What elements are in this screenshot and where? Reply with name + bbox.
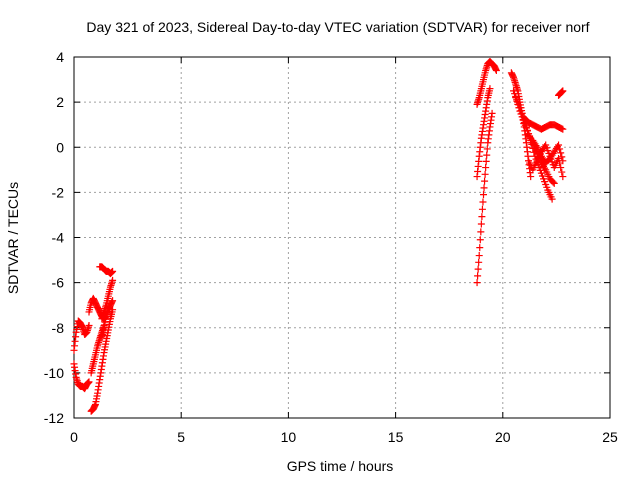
data-point — [550, 179, 558, 187]
data-point — [532, 142, 540, 150]
data-point — [109, 267, 117, 275]
data-point — [555, 141, 563, 149]
x-axis-label: GPS time / hours — [287, 458, 394, 474]
data-point — [559, 157, 567, 165]
y-tick-label: -6 — [52, 275, 65, 291]
y-tick-label: -8 — [52, 320, 65, 336]
y-tick-label: -2 — [52, 184, 65, 200]
data-point — [85, 321, 93, 329]
data-point — [481, 170, 489, 178]
data-point — [473, 279, 481, 287]
data-point — [557, 164, 565, 172]
data-point — [558, 168, 566, 176]
data-point — [556, 145, 564, 153]
data-point — [515, 104, 523, 112]
data-point — [549, 178, 557, 186]
data-series-morning-track-a — [70, 317, 93, 354]
x-tick-label: 20 — [495, 429, 511, 445]
data-series-evening-mid-f — [529, 136, 567, 167]
data-series-evening-end — [555, 87, 567, 99]
data-point — [527, 173, 535, 181]
grid-lines — [74, 57, 610, 418]
data-point — [475, 258, 483, 266]
x-tick-label: 25 — [602, 429, 618, 445]
data-point — [477, 228, 485, 236]
data-point — [512, 94, 520, 102]
data-point — [488, 109, 496, 117]
data-point — [475, 252, 483, 260]
data-point — [541, 164, 549, 172]
data-point — [481, 177, 489, 185]
y-tick-label: 2 — [56, 94, 64, 110]
data-point — [558, 153, 566, 161]
data-point — [482, 164, 490, 172]
y-tick-label: 4 — [56, 49, 64, 65]
data-point — [474, 265, 482, 273]
data-point — [548, 195, 556, 203]
data-series-morning-track-h — [98, 297, 117, 341]
data-series-evening-rise-b — [473, 85, 494, 181]
x-tick-label: 5 — [177, 429, 185, 445]
y-tick-label: -10 — [44, 365, 64, 381]
data-point — [477, 220, 485, 228]
data-point — [109, 276, 117, 284]
data-point — [559, 173, 567, 181]
data-point — [85, 378, 93, 386]
data-point — [513, 97, 521, 105]
data-point — [474, 272, 482, 280]
data-series-evening-mid-e — [525, 141, 567, 181]
data-point — [486, 85, 494, 93]
data-series-morning-track-d — [87, 306, 117, 415]
data-point — [482, 157, 490, 165]
data-series-morning-track-e — [87, 321, 108, 377]
data-point — [492, 67, 500, 75]
data-points — [70, 58, 567, 415]
data-point — [559, 125, 567, 133]
data-point — [479, 198, 487, 206]
data-point — [514, 100, 522, 108]
chart-title: Day 321 of 2023, Sidereal Day-to-day VTE… — [86, 19, 589, 35]
data-point — [555, 155, 563, 163]
data-series-evening-rise-c — [473, 58, 500, 108]
data-point — [478, 213, 486, 221]
x-tick-label: 15 — [388, 429, 404, 445]
data-point — [476, 244, 484, 252]
data-point — [483, 145, 491, 153]
data-series-morning-track-b — [70, 360, 93, 393]
y-tick-label: -12 — [44, 410, 64, 426]
y-tick-label: -4 — [52, 230, 65, 246]
y-axis-label: SDTVAR / TECUs — [5, 182, 21, 294]
x-tick-label: 10 — [281, 429, 297, 445]
data-series-evening-rise-a — [473, 109, 496, 287]
data-series-evening-mid-d — [520, 114, 567, 133]
data-point — [480, 191, 488, 199]
data-point — [557, 149, 565, 157]
data-point — [480, 184, 488, 192]
data-point — [109, 297, 117, 305]
axis-ticks: 0 5 10 15 20 25 -12 -10 -8 -6 -4 -2 0 2 4 — [44, 49, 618, 445]
data-series-morning-track-f — [96, 263, 117, 278]
y-tick-label: 0 — [56, 139, 64, 155]
data-point — [559, 87, 567, 95]
data-point — [483, 151, 491, 159]
data-point — [476, 236, 484, 244]
x-tick-label: 0 — [70, 429, 78, 445]
data-point — [478, 205, 486, 213]
